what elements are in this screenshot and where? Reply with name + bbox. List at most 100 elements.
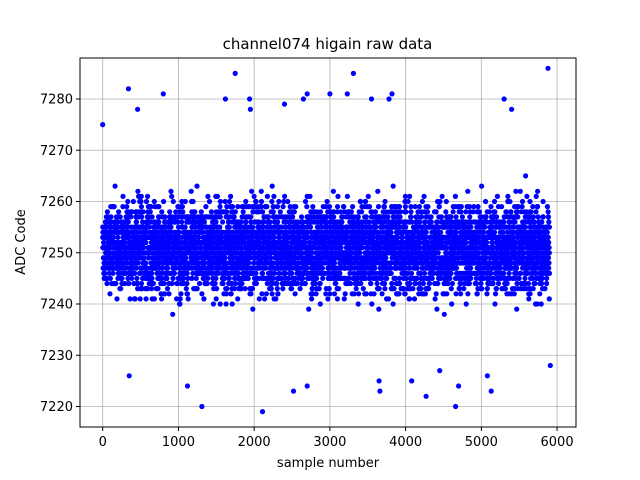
data-point [304,265,310,271]
data-point [438,229,444,235]
data-point [302,280,308,287]
data-point [149,286,155,292]
data-point [396,204,403,210]
data-point [246,260,252,266]
data-point [344,193,350,199]
data-point [148,204,154,210]
data-point [428,219,434,225]
data-point [151,296,157,302]
data-point [280,204,286,210]
data-point [114,296,120,302]
data-point [289,270,295,276]
data-point [135,188,141,194]
data-point [371,291,377,297]
data-point [390,183,396,189]
data-point [156,219,162,225]
data-point [149,270,155,276]
data-point [160,265,166,271]
data-point [384,275,390,281]
data-point [226,224,232,230]
data-point [441,311,447,317]
data-point [212,280,218,287]
data-point [396,280,403,287]
data-point [342,291,348,297]
data-point [117,214,123,220]
data-point [435,250,441,256]
data-point [362,198,369,205]
data-point [264,193,270,199]
data-point [341,204,347,210]
data-point [149,275,155,281]
data-point [326,286,332,292]
data-point [205,275,211,281]
data-point [274,280,280,287]
data-point [390,301,396,307]
data-point [228,291,234,297]
data-point [129,209,135,215]
data-point [416,204,422,210]
data-point [358,280,364,287]
data-point [290,214,296,220]
data-point [161,280,167,287]
data-point [253,198,259,205]
data-point [170,311,176,317]
data-point [170,275,176,281]
data-point [229,301,235,307]
data-point [428,214,434,220]
data-point [167,209,173,215]
data-point [424,209,431,215]
data-point [179,219,185,225]
data-point [175,224,182,230]
data-point [138,204,144,210]
data-point [201,219,207,225]
data-point [138,198,144,205]
data-point [194,183,200,189]
data-point [376,306,382,312]
data-point [129,275,135,281]
data-point [110,270,116,276]
data-point [251,193,257,199]
data-point [184,270,190,276]
data-point [360,286,366,292]
data-point [465,188,471,194]
data-point [104,280,110,287]
data-point [382,198,388,205]
data-point [407,280,413,287]
data-point [363,291,369,297]
data-point [267,219,273,225]
data-point [192,209,198,215]
data-point [421,193,427,199]
data-point [425,204,431,210]
data-point [126,280,132,287]
data-point [245,275,251,281]
data-point [324,198,330,205]
data-point [468,265,474,271]
data-point [250,224,256,230]
data-point [375,204,382,210]
data-point [418,286,424,292]
data-point [183,255,189,261]
data-point [337,270,343,276]
data-point [204,280,210,287]
data-point [145,255,152,261]
data-point [408,270,415,276]
data-point [140,219,146,225]
data-point [411,296,418,302]
data-point [298,214,305,220]
data-point [313,291,319,297]
data-point [169,193,175,199]
data-point [437,198,443,205]
data-point [240,209,246,215]
data-point [306,306,312,312]
data-point [199,291,205,297]
data-point [102,270,108,276]
data-point [173,209,179,215]
data-point [168,224,174,230]
data-point [177,301,183,307]
data-point [172,265,179,271]
chart-title: channel074 higain raw data [223,35,433,53]
data-point [114,219,121,225]
data-point [143,296,149,302]
data-point [297,286,303,292]
data-point [118,286,124,292]
